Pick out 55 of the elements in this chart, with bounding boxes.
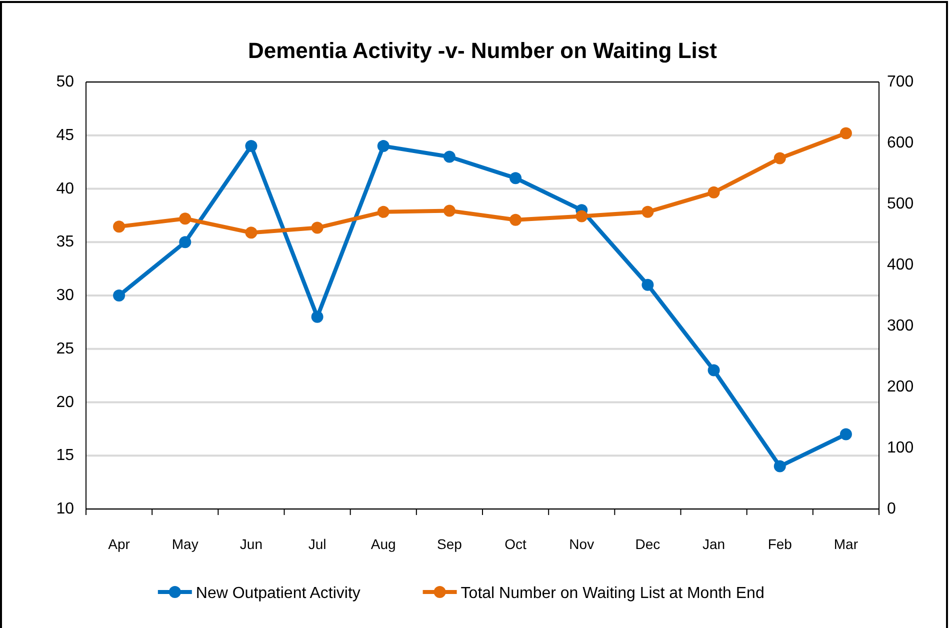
y2-tick-label: 200 bbox=[887, 378, 914, 396]
point bbox=[774, 152, 786, 164]
point bbox=[840, 127, 852, 140]
legend-label: Total Number on Waiting List at Month End bbox=[460, 585, 764, 602]
x-tick-label: Jan bbox=[702, 536, 726, 552]
x-tick-label: Feb bbox=[768, 536, 792, 552]
point bbox=[245, 140, 258, 152]
x-tick-label: Oct bbox=[504, 536, 527, 552]
point bbox=[708, 364, 720, 376]
x-tick-label: Apr bbox=[108, 536, 130, 552]
y-tick-label: 15 bbox=[56, 447, 74, 464]
y-tick-label: 20 bbox=[56, 394, 74, 411]
point bbox=[642, 278, 654, 291]
point bbox=[245, 226, 258, 239]
y2-tick-label: 400 bbox=[887, 256, 914, 274]
x-tick-label: Jul bbox=[308, 536, 326, 552]
point bbox=[179, 212, 192, 225]
point bbox=[113, 220, 126, 233]
point bbox=[708, 186, 720, 198]
x-tick-label: Mar bbox=[834, 536, 858, 552]
x-tick-label: Sep bbox=[436, 536, 462, 552]
point bbox=[642, 206, 654, 218]
point bbox=[377, 140, 390, 152]
y-tick-label: 10 bbox=[56, 500, 74, 518]
point bbox=[840, 428, 852, 440]
y-tick-label: 35 bbox=[56, 234, 74, 251]
y2-tick-label: 300 bbox=[887, 318, 914, 334]
legend-label: New Outpatient Activity bbox=[196, 585, 360, 602]
point bbox=[576, 210, 588, 222]
x-tick-label: Aug bbox=[370, 536, 396, 552]
y-tick-label: 30 bbox=[56, 287, 74, 304]
point bbox=[311, 310, 324, 323]
y2-tick-label: 0 bbox=[887, 500, 896, 518]
point bbox=[443, 150, 456, 163]
y2-tick-label: 500 bbox=[887, 196, 914, 212]
y-tick-label: 25 bbox=[56, 340, 74, 358]
point bbox=[510, 172, 522, 184]
point bbox=[774, 460, 786, 472]
point bbox=[179, 236, 192, 248]
y-tick-label: 40 bbox=[56, 180, 74, 198]
x-tick-label: Dec bbox=[635, 536, 660, 552]
x-tick-label: Jun bbox=[240, 536, 262, 552]
point bbox=[113, 290, 126, 302]
point bbox=[311, 222, 324, 234]
chart-title: Dementia Activity -v- Number on Waiting List bbox=[248, 38, 718, 63]
y2-tick-label: 700 bbox=[887, 74, 914, 90]
x-tick-label: May bbox=[172, 536, 198, 552]
point bbox=[443, 204, 456, 217]
x-tick-label: Nov bbox=[569, 536, 594, 552]
point bbox=[510, 214, 522, 226]
y2-tick-label: 100 bbox=[887, 440, 914, 456]
y2-tick-label: 600 bbox=[887, 134, 914, 152]
y-tick-label: 45 bbox=[56, 126, 74, 144]
point bbox=[377, 206, 390, 218]
y-tick-label: 50 bbox=[56, 74, 74, 90]
